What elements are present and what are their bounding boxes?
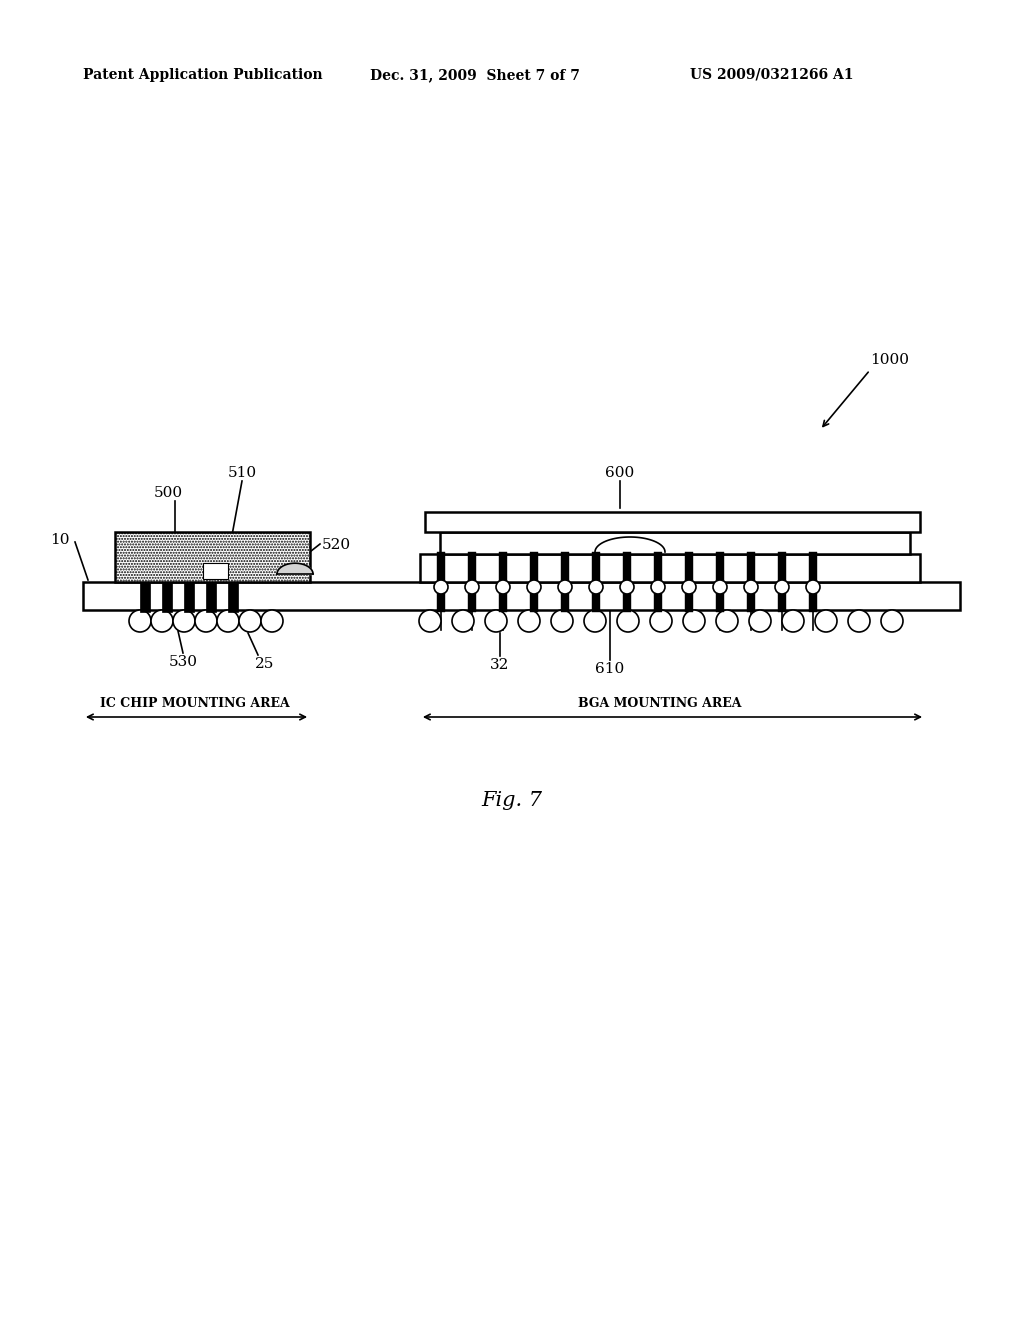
Circle shape: [848, 610, 870, 632]
Circle shape: [239, 610, 261, 632]
Circle shape: [584, 610, 606, 632]
Circle shape: [261, 610, 283, 632]
Text: 600: 600: [605, 466, 635, 480]
Bar: [437, 552, 445, 612]
Text: 530: 530: [169, 655, 198, 669]
Bar: [809, 552, 817, 612]
Circle shape: [419, 610, 441, 632]
Bar: [206, 579, 216, 612]
Bar: [654, 552, 662, 612]
Circle shape: [452, 610, 474, 632]
Text: Fig. 7: Fig. 7: [481, 791, 543, 809]
Bar: [716, 552, 724, 612]
Circle shape: [806, 579, 820, 594]
Text: Patent Application Publication: Patent Application Publication: [83, 69, 323, 82]
Bar: [420, 554, 920, 582]
Circle shape: [683, 610, 705, 632]
Bar: [203, 564, 227, 579]
Text: 510: 510: [227, 466, 257, 480]
Circle shape: [682, 579, 696, 594]
Bar: [778, 552, 786, 612]
Circle shape: [617, 610, 639, 632]
Circle shape: [589, 579, 603, 594]
Circle shape: [465, 579, 479, 594]
Circle shape: [129, 610, 151, 632]
Text: 610: 610: [595, 663, 625, 676]
Circle shape: [551, 610, 573, 632]
Bar: [499, 552, 507, 612]
Circle shape: [620, 579, 634, 594]
Circle shape: [744, 579, 758, 594]
Bar: [440, 532, 910, 554]
Circle shape: [558, 579, 572, 594]
Text: US 2009/0321266 A1: US 2009/0321266 A1: [690, 69, 853, 82]
Text: IC CHIP MOUNTING AREA: IC CHIP MOUNTING AREA: [100, 697, 290, 710]
Bar: [140, 579, 150, 612]
Circle shape: [650, 610, 672, 632]
Text: 10: 10: [50, 533, 70, 546]
Circle shape: [713, 579, 727, 594]
Circle shape: [527, 579, 541, 594]
Bar: [162, 579, 172, 612]
Circle shape: [195, 610, 217, 632]
Circle shape: [881, 610, 903, 632]
Text: 500: 500: [154, 486, 182, 500]
Circle shape: [651, 579, 665, 594]
Text: 32: 32: [490, 657, 510, 672]
Bar: [228, 579, 238, 612]
Circle shape: [749, 610, 771, 632]
Bar: [83, 582, 961, 610]
Bar: [561, 552, 569, 612]
Bar: [425, 512, 920, 532]
Text: Dec. 31, 2009  Sheet 7 of 7: Dec. 31, 2009 Sheet 7 of 7: [370, 69, 580, 82]
Bar: [184, 579, 194, 612]
Circle shape: [518, 610, 540, 632]
Circle shape: [485, 610, 507, 632]
Bar: [623, 552, 631, 612]
Circle shape: [151, 610, 173, 632]
Bar: [746, 552, 755, 612]
Circle shape: [782, 610, 804, 632]
Bar: [115, 532, 310, 582]
Bar: [685, 552, 693, 612]
Circle shape: [217, 610, 239, 632]
Circle shape: [496, 579, 510, 594]
Text: 520: 520: [322, 539, 351, 552]
Text: 1000: 1000: [870, 352, 909, 367]
Circle shape: [434, 579, 449, 594]
Circle shape: [173, 610, 195, 632]
Text: 25: 25: [255, 657, 274, 671]
Circle shape: [775, 579, 790, 594]
Bar: [592, 552, 600, 612]
Text: BGA MOUNTING AREA: BGA MOUNTING AREA: [579, 697, 741, 710]
Circle shape: [716, 610, 738, 632]
Circle shape: [815, 610, 837, 632]
Bar: [468, 552, 476, 612]
Bar: [530, 552, 538, 612]
